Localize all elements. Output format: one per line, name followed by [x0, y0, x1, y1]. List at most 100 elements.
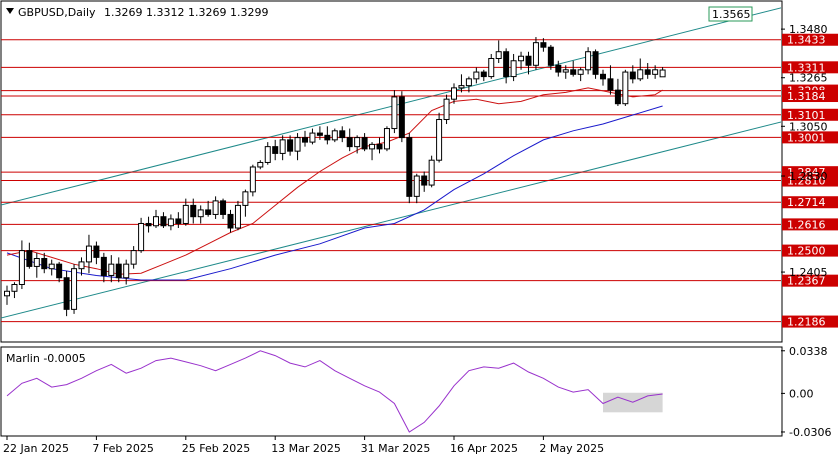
time-tick-label: 25 Feb 2025	[182, 442, 250, 455]
candle	[436, 112, 443, 163]
candle	[175, 212, 182, 228]
candle-body	[659, 69, 666, 78]
candle	[242, 189, 249, 217]
level-price-tag	[782, 315, 838, 328]
candle	[600, 69, 606, 86]
candle	[622, 69, 629, 106]
candle	[607, 65, 614, 95]
oscillator-line	[6, 350, 663, 433]
candle-body	[495, 51, 502, 60]
level-price-tag	[782, 274, 838, 287]
candle	[451, 83, 457, 104]
candle-body	[361, 137, 368, 150]
candle	[123, 259, 130, 285]
indicator-label: Marlin -0.0005	[6, 352, 86, 365]
candle	[652, 65, 659, 79]
candle	[614, 78, 621, 106]
candle-body	[63, 277, 70, 310]
candle	[205, 200, 212, 217]
candle-body	[629, 71, 636, 80]
candle-body	[130, 250, 137, 265]
candle-body	[592, 51, 599, 75]
candle	[71, 264, 78, 314]
oscillator-panel	[0, 346, 783, 437]
candle	[369, 142, 376, 161]
candle	[227, 209, 234, 233]
candle-body	[413, 175, 420, 197]
candle	[480, 69, 487, 82]
candle-body	[175, 218, 182, 224]
candle	[257, 160, 264, 170]
candle-body	[294, 137, 301, 152]
candle	[78, 257, 85, 276]
level-price-tag	[782, 33, 838, 46]
candle	[413, 173, 420, 204]
candle	[421, 171, 428, 192]
candle	[56, 261, 63, 283]
candle	[361, 133, 368, 152]
candle	[629, 65, 636, 84]
oscillator-series	[6, 350, 663, 433]
osc-tick-label: 0.0338	[789, 345, 828, 358]
candle-body	[115, 263, 122, 279]
candle-body	[220, 200, 227, 215]
candle-body	[488, 58, 495, 78]
candle	[637, 58, 644, 82]
candle	[577, 67, 584, 82]
candle	[272, 139, 279, 161]
chart-menu-triangle-icon[interactable]	[6, 8, 14, 14]
candle-body	[406, 137, 413, 197]
candle-body	[331, 130, 338, 141]
candle-body	[480, 71, 487, 78]
candle-body	[577, 69, 584, 75]
price-tick-label: 1.3050	[789, 120, 828, 133]
candle	[659, 67, 666, 78]
candle	[108, 255, 115, 283]
candle-body	[503, 51, 510, 78]
candle-body	[18, 250, 25, 286]
candle-body	[227, 213, 234, 229]
candle-body	[600, 73, 606, 80]
candle-body	[242, 191, 249, 206]
time-tick-label: 7 Feb 2025	[92, 442, 153, 455]
candle	[182, 198, 189, 226]
candle-body	[11, 284, 18, 292]
candle-body	[26, 250, 33, 267]
candle-body	[585, 51, 592, 71]
candle	[525, 51, 532, 75]
candle	[167, 214, 174, 231]
level-price-tag	[782, 61, 838, 74]
candle-body	[391, 96, 398, 130]
candle-body	[264, 146, 271, 163]
osc-tick-label: 0.00	[789, 387, 814, 400]
candle-body	[369, 143, 376, 150]
candle	[18, 240, 25, 290]
candle-body	[182, 204, 189, 224]
candle	[503, 48, 510, 84]
candle	[41, 252, 48, 274]
candle-body	[257, 161, 264, 168]
candle	[279, 135, 286, 161]
candle	[473, 67, 480, 84]
candle-body	[354, 137, 361, 148]
candle	[160, 212, 167, 228]
candle-body	[637, 69, 644, 80]
candle	[555, 60, 562, 77]
candle-body	[93, 245, 100, 258]
candle-body	[205, 209, 212, 215]
candle-body	[339, 130, 346, 139]
level-price-tag	[782, 90, 838, 103]
candle	[428, 155, 435, 188]
candle	[562, 65, 569, 79]
candle	[220, 198, 227, 219]
candle	[324, 126, 331, 145]
level-price-label: 1.3101	[787, 109, 826, 122]
candle-body	[346, 137, 353, 148]
candle	[585, 47, 592, 75]
candle	[383, 126, 390, 152]
candle	[547, 44, 554, 70]
level-price-label: 1.3001	[787, 131, 826, 144]
price-tick-label: 1.2830	[789, 170, 828, 183]
candle	[376, 137, 383, 154]
candle-body	[443, 98, 450, 121]
